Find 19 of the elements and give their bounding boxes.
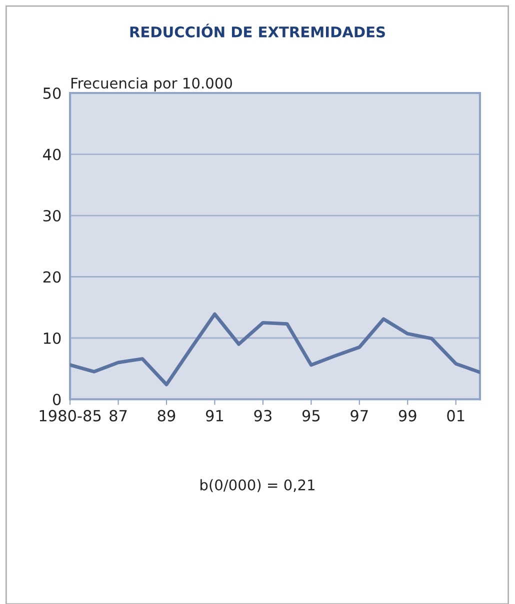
text: b(0/000) = 0,21 [200, 479, 314, 492]
y-axis-title: Frecuencia por 10.000 [71, 77, 232, 92]
x-tick-label: 89 [158, 410, 176, 422]
y-tick-label: 10 [44, 332, 61, 344]
x-tick-label: 95 [302, 410, 320, 422]
y-tick-label: 0 [52, 394, 61, 406]
x-tick-label: 93 [254, 410, 272, 422]
x-tick-label: 99 [398, 410, 416, 422]
chart-title: REDUCCIÓN DE EXTREMIDADES [130, 24, 385, 38]
x-tick-label: 87 [110, 410, 127, 422]
y-tick-label: 50 [43, 87, 61, 100]
x-tick-label: 1980-85 [40, 410, 101, 422]
y-tick-label: 30 [43, 210, 61, 222]
y-tick-label: 40 [43, 148, 61, 160]
x-tick-label: 01 [447, 410, 464, 422]
line-series [70, 312, 480, 386]
x-tick-label: 91 [206, 410, 224, 422]
x-tick-label: 97 [350, 410, 368, 422]
y-tick-label: 20 [43, 271, 61, 283]
